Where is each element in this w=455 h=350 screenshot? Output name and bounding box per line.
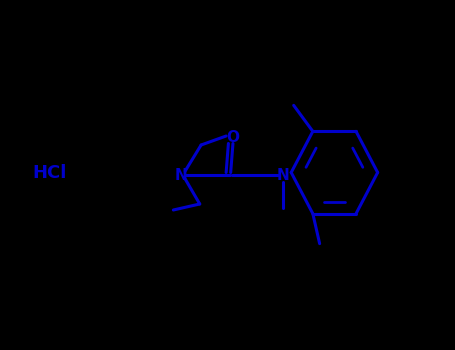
Text: N: N (277, 168, 289, 182)
Text: O: O (227, 130, 239, 145)
Text: N: N (174, 168, 187, 182)
Text: HCl: HCl (33, 163, 67, 182)
